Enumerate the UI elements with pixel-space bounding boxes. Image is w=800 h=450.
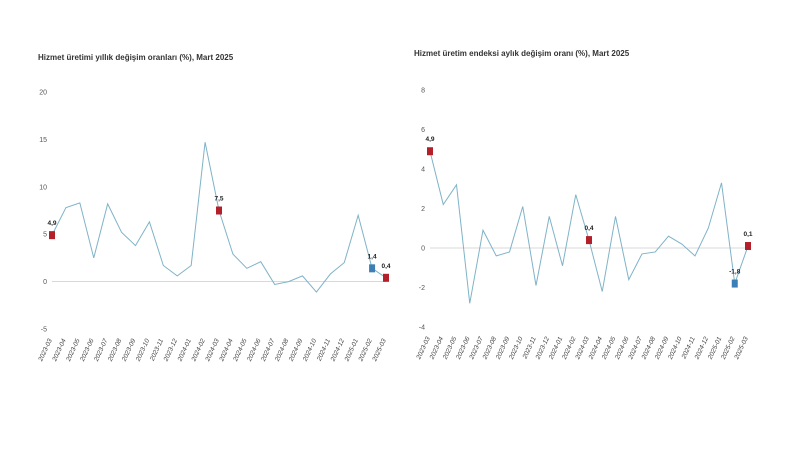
y-tick-label: -5 [41, 327, 47, 334]
chart-monthly-change: Hizmet üretim endeksi aylık değişim oran… [414, 49, 753, 361]
highlight-marker [49, 231, 55, 240]
y-tick-label: 4 [421, 167, 425, 174]
chart-annual-change: Hizmet üretimi yıllık değişim oranları (… [37, 53, 391, 363]
highlight-marker [427, 147, 433, 156]
y-tick-label: 15 [39, 137, 47, 144]
y-tick-label: -4 [419, 325, 425, 332]
y-tick-label: 0 [421, 246, 425, 253]
highlight-marker [731, 279, 738, 288]
data-label: 4,9 [425, 136, 434, 143]
y-tick-label: -2 [419, 285, 425, 292]
data-label: 7,5 [214, 196, 223, 203]
chart-title: Hizmet üretimi yıllık değişim oranları (… [38, 53, 234, 62]
data-label: 0,4 [381, 263, 390, 270]
data-label: 1,4 [368, 253, 377, 260]
y-tick-label: 2 [421, 206, 425, 213]
highlight-marker [745, 242, 751, 251]
highlight-marker [369, 264, 376, 273]
data-label: 4,9 [47, 220, 56, 227]
highlight-marker [586, 236, 592, 245]
highlight-marker [383, 273, 389, 282]
y-tick-label: 8 [421, 88, 425, 95]
data-label: 0,4 [584, 225, 593, 232]
chart-title: Hizmet üretim endeksi aylık değişim oran… [414, 49, 630, 58]
y-tick-label: 5 [43, 232, 47, 239]
y-tick-label: 6 [421, 127, 425, 134]
y-tick-label: 0 [43, 279, 47, 286]
data-label: 0,1 [743, 231, 752, 238]
series-line [51, 142, 387, 293]
data-label: -1,8 [729, 269, 741, 276]
y-tick-label: 10 [39, 184, 47, 191]
highlight-marker [216, 206, 222, 215]
y-tick-label: 20 [39, 90, 47, 97]
